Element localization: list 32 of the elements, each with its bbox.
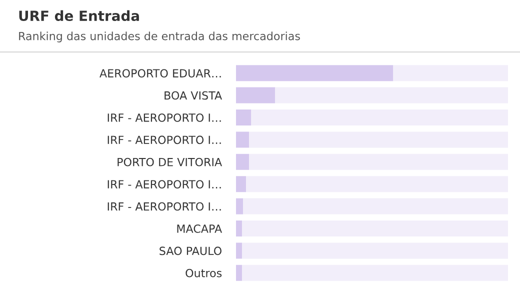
bar <box>236 176 246 192</box>
bar <box>246 176 508 192</box>
bar <box>236 242 242 259</box>
bar <box>236 264 242 281</box>
y-tick-label: IRF - AEROPORTO I… <box>108 113 221 122</box>
y-tick-label: IRF - AEROPORTO I… <box>108 202 221 211</box>
bar <box>251 110 508 126</box>
y-tick-label: MACAPA <box>177 224 222 233</box>
bar <box>393 65 508 82</box>
bar <box>236 65 394 82</box>
y-tick-label: BOA VISTA <box>164 91 222 100</box>
bar <box>275 87 508 104</box>
bar <box>236 132 250 148</box>
bar <box>242 264 508 281</box>
y-tick-label: PORTO DE VITORIA <box>118 158 222 166</box>
bar <box>243 198 508 214</box>
bar <box>236 154 250 170</box>
y-tick-label: IRF - AEROPORTO I… <box>108 136 221 144</box>
bar <box>236 198 244 214</box>
bar <box>236 220 242 236</box>
bar <box>249 132 508 148</box>
bar <box>236 87 276 104</box>
chart-subtitle: Ranking das unidades de entrada das mercadorias <box>19 32 300 42</box>
y-tick-label: Outros <box>186 268 222 278</box>
bar <box>242 242 508 259</box>
bar <box>236 110 252 126</box>
y-tick-label: IRF - AEROPORTO I… <box>108 180 221 188</box>
text: URF de Entrada <box>19 10 139 22</box>
bar <box>249 154 508 170</box>
y-tick-label: SAO PAULO <box>160 246 222 256</box>
y-tick-label: AEROPORTO EDUAR… <box>100 69 221 78</box>
bar <box>242 220 508 236</box>
